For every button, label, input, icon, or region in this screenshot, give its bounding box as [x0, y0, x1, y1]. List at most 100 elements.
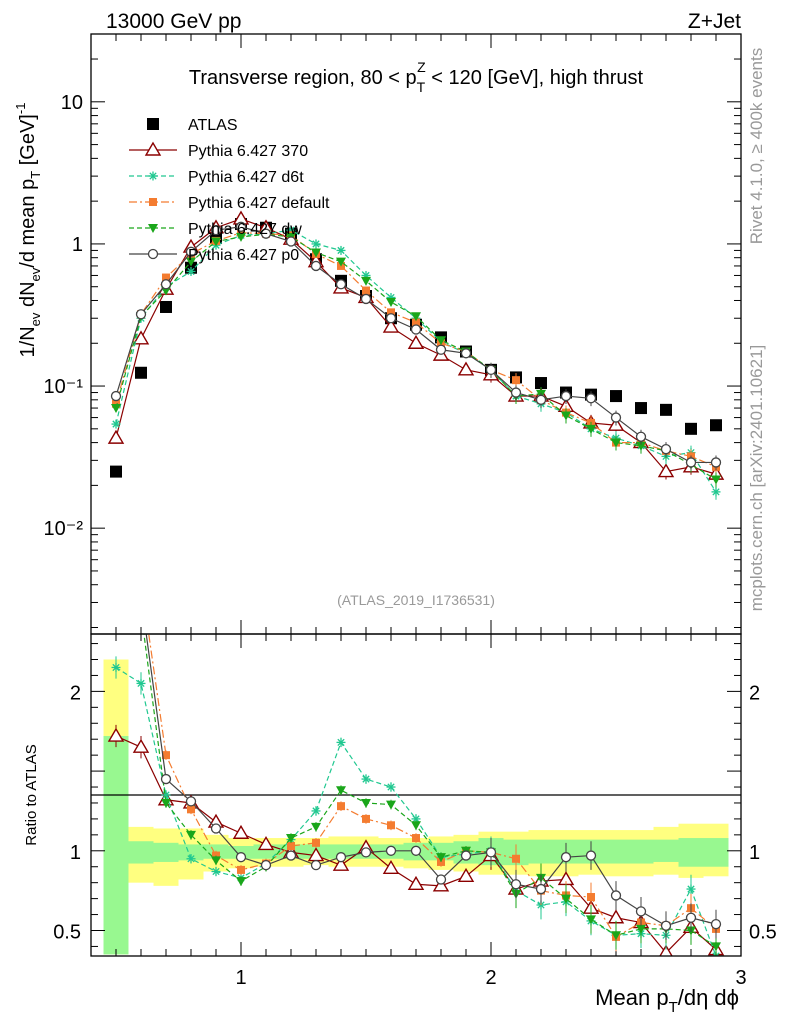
legend-label: Pythia 6.427 default — [188, 195, 330, 212]
data-point — [660, 443, 672, 455]
data-point — [485, 847, 497, 858]
legend-label: Pythia 6.427 p0 — [188, 247, 299, 264]
legend-marker — [148, 171, 158, 181]
data-point — [387, 821, 395, 830]
data-point — [235, 221, 247, 232]
y-tick-label: 2 — [70, 682, 81, 704]
data-point — [111, 404, 121, 414]
data-point — [560, 852, 572, 863]
data-point — [211, 856, 221, 866]
band-inner — [628, 839, 654, 864]
data-point — [136, 678, 146, 688]
data-point — [535, 883, 547, 895]
data-point — [586, 424, 596, 434]
series-line-dw — [143, 634, 717, 947]
data-point — [186, 257, 196, 267]
data-point — [535, 394, 547, 405]
series-line-d6t — [115, 229, 717, 493]
data-point — [311, 806, 321, 816]
band-inner — [678, 838, 704, 867]
data-point — [635, 431, 647, 442]
data-point — [561, 411, 571, 421]
data-point — [185, 246, 197, 257]
data-point — [260, 228, 272, 239]
data-point — [457, 867, 475, 882]
y-tick-label: 1 — [70, 842, 81, 864]
y-tick-label: 10 — [61, 92, 83, 114]
data-point — [361, 774, 371, 784]
data-point — [535, 377, 547, 390]
data-point — [162, 751, 170, 760]
band-inner — [153, 842, 179, 862]
data-point — [160, 279, 172, 290]
data-point — [411, 821, 421, 831]
data-point — [560, 390, 572, 402]
data-point — [336, 257, 346, 267]
data-point — [161, 790, 171, 800]
legend-marker — [147, 248, 159, 260]
data-point — [660, 920, 672, 931]
data-point — [457, 361, 475, 376]
y-tick-label: 1 — [72, 234, 83, 256]
data-point — [312, 838, 320, 847]
legend-item-atlas: ATLAS — [147, 117, 238, 134]
data-point — [135, 309, 147, 320]
data-point — [611, 438, 621, 448]
data-point — [335, 852, 347, 863]
data-point — [435, 874, 447, 885]
data-point — [659, 944, 673, 956]
data-point — [137, 576, 145, 584]
band-inner — [528, 839, 554, 864]
band-inner — [603, 839, 629, 864]
ratio-ylabel: Ratio to ATLAS — [23, 744, 40, 845]
data-point — [685, 422, 697, 435]
series-default — [112, 576, 720, 952]
data-point — [711, 942, 721, 952]
data-point — [361, 798, 371, 808]
data-point — [635, 402, 647, 415]
series-dw — [111, 230, 721, 488]
data-point — [436, 853, 446, 863]
y-tick-label-right: 2 — [749, 682, 760, 704]
data-point — [186, 830, 196, 840]
x-axis-title: Mean pT/dη dϕ — [595, 985, 739, 1016]
data-point — [186, 266, 196, 276]
data-point — [610, 390, 622, 403]
data-point — [435, 344, 447, 355]
data-point — [110, 465, 122, 478]
main-axis-ticks: 10 1 10⁻¹ 10⁻² — [44, 33, 742, 634]
data-point — [210, 225, 222, 236]
data-point — [187, 805, 195, 814]
legend-label: Pythia 6.427 370 — [188, 143, 308, 160]
data-point — [232, 824, 250, 839]
data-point — [685, 912, 697, 923]
ratio-panel: 2 2 1 1 0.5 0.5 1 2 3 Ratio to ATLAS Mean pT/dη … — [23, 576, 777, 1016]
data-point — [711, 487, 721, 497]
legend-marker — [149, 198, 157, 206]
data-point — [162, 273, 170, 282]
legend: ATLAS Pythia 6.427 370 Pythia 6.427 d6t Pyt… — [129, 117, 330, 264]
data-point — [186, 854, 196, 864]
main-panel: 10 1 10⁻¹ 10⁻² Transverse region, 80 < pTZ … — [13, 33, 742, 635]
data-point — [336, 786, 346, 796]
data-point — [135, 366, 147, 379]
rivet-label: Rivet 4.1.0, ≥ 400k events — [747, 48, 766, 244]
data-point — [585, 393, 597, 404]
data-point — [386, 298, 396, 308]
data-point — [260, 859, 272, 871]
data-point — [161, 798, 171, 808]
data-point — [112, 608, 120, 616]
series-p0 — [110, 221, 722, 471]
data-point — [410, 324, 422, 335]
data-point — [412, 834, 420, 843]
data-point — [382, 318, 400, 333]
data-point — [710, 918, 722, 930]
data-point — [636, 441, 646, 451]
data-point — [237, 228, 245, 237]
data-point — [257, 836, 275, 851]
data-point — [132, 330, 150, 345]
data-point — [411, 312, 421, 322]
data-point — [412, 318, 420, 327]
data-point — [610, 412, 622, 423]
